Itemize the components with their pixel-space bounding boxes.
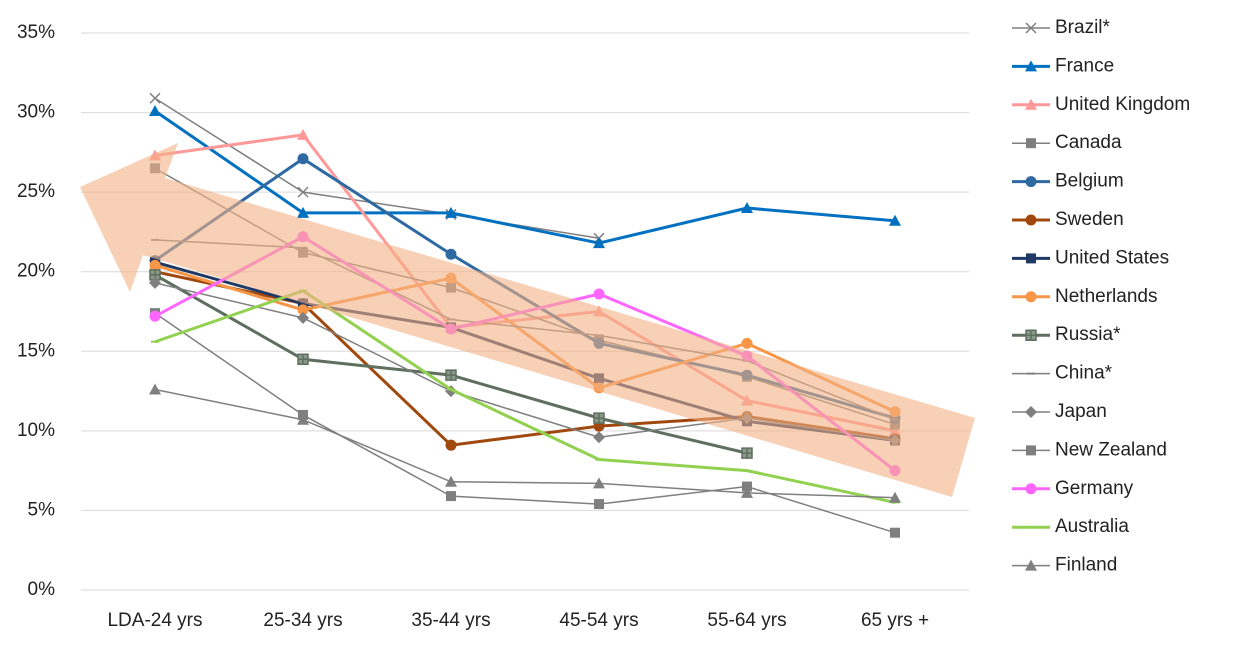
- legend-label: Netherlands: [1055, 286, 1157, 307]
- marker: [297, 186, 309, 198]
- marker: [593, 431, 605, 444]
- marker: [593, 288, 605, 300]
- marker: [741, 337, 753, 349]
- legend-label: United States: [1055, 247, 1169, 268]
- legend-label: Brazil*: [1055, 17, 1111, 38]
- marker: [1025, 329, 1037, 341]
- y-tick-label: 30%: [17, 102, 55, 123]
- y-tick-label: 20%: [17, 261, 55, 282]
- marker: [1025, 176, 1037, 188]
- marker: [1025, 483, 1037, 495]
- marker: [889, 214, 901, 226]
- marker: [297, 128, 309, 140]
- marker: [889, 491, 901, 503]
- x-tick-label: 25-34 yrs: [263, 610, 342, 631]
- marker: [1025, 291, 1037, 303]
- legend-label: Australia: [1055, 516, 1129, 537]
- marker: [593, 237, 605, 249]
- marker: [149, 104, 161, 116]
- y-tick-label: 0%: [28, 579, 56, 600]
- marker: [1025, 559, 1037, 571]
- marker: [149, 383, 161, 395]
- marker: [1026, 253, 1036, 264]
- marker: [298, 298, 308, 309]
- marker: [1026, 138, 1036, 149]
- marker: [1025, 98, 1037, 110]
- marker: [890, 527, 900, 538]
- legend-label: Sweden: [1055, 209, 1124, 230]
- labels: 0% 5% 10% 15% 20% 25% 30% 35% LDA-24 yrs 25-34 yr…: [17, 22, 929, 631]
- marker: [741, 486, 753, 498]
- legend: Brazil* France United Kingdom Canada Belgium…: [1012, 17, 1190, 576]
- y-tick-label: 35%: [17, 22, 55, 43]
- marker: [149, 276, 161, 289]
- marker: [149, 92, 161, 104]
- legend-label: Belgium: [1055, 171, 1124, 192]
- y-tick-label: 5%: [28, 499, 56, 520]
- marker: [297, 206, 309, 218]
- marker: [741, 202, 753, 214]
- trend-arrow: [80, 143, 975, 497]
- x-tick-label: 45-54 yrs: [559, 610, 638, 631]
- marker: [297, 153, 309, 165]
- series-line: [154, 109, 896, 245]
- x-tick-label: 65 yrs +: [861, 610, 929, 631]
- legend-label: Finland: [1055, 555, 1117, 576]
- series-line: [154, 289, 896, 504]
- marker: [1025, 406, 1037, 418]
- y-tick-label: 15%: [17, 340, 55, 361]
- x-tick-label: 55-64 yrs: [707, 610, 786, 631]
- marker: [445, 248, 457, 260]
- marker: [149, 259, 161, 271]
- marker: [445, 439, 457, 451]
- marker: [593, 412, 605, 424]
- marker: [445, 475, 457, 487]
- marker: [1026, 445, 1036, 456]
- marker: [445, 369, 457, 381]
- legend-label: Canada: [1055, 132, 1122, 153]
- marker: [445, 206, 457, 218]
- marker: [1025, 22, 1037, 34]
- marker: [1025, 60, 1037, 72]
- legend-label: United Kingdom: [1055, 94, 1190, 115]
- marker: [1025, 214, 1037, 226]
- legend-label: Russia*: [1055, 324, 1121, 345]
- marker: [742, 481, 752, 492]
- marker: [149, 310, 161, 322]
- marker: [297, 304, 309, 316]
- marker: [297, 413, 309, 425]
- legend-label: France: [1055, 55, 1114, 76]
- y-tick-label: 25%: [17, 181, 55, 202]
- marker: [297, 353, 309, 365]
- marker: [741, 447, 753, 459]
- series-line: [154, 388, 896, 499]
- marker: [297, 311, 309, 324]
- x-tick-label: 35-44 yrs: [411, 610, 490, 631]
- y-tick-label: 10%: [17, 420, 55, 441]
- legend-label: New Zealand: [1055, 439, 1167, 460]
- legend-label: China*: [1055, 363, 1113, 384]
- x-tick-label: LDA-24 yrs: [107, 610, 202, 631]
- marker: [446, 491, 456, 502]
- marker: [593, 477, 605, 489]
- marker: [594, 499, 604, 510]
- legend-label: Germany: [1055, 478, 1134, 499]
- legend-label: Japan: [1055, 401, 1107, 422]
